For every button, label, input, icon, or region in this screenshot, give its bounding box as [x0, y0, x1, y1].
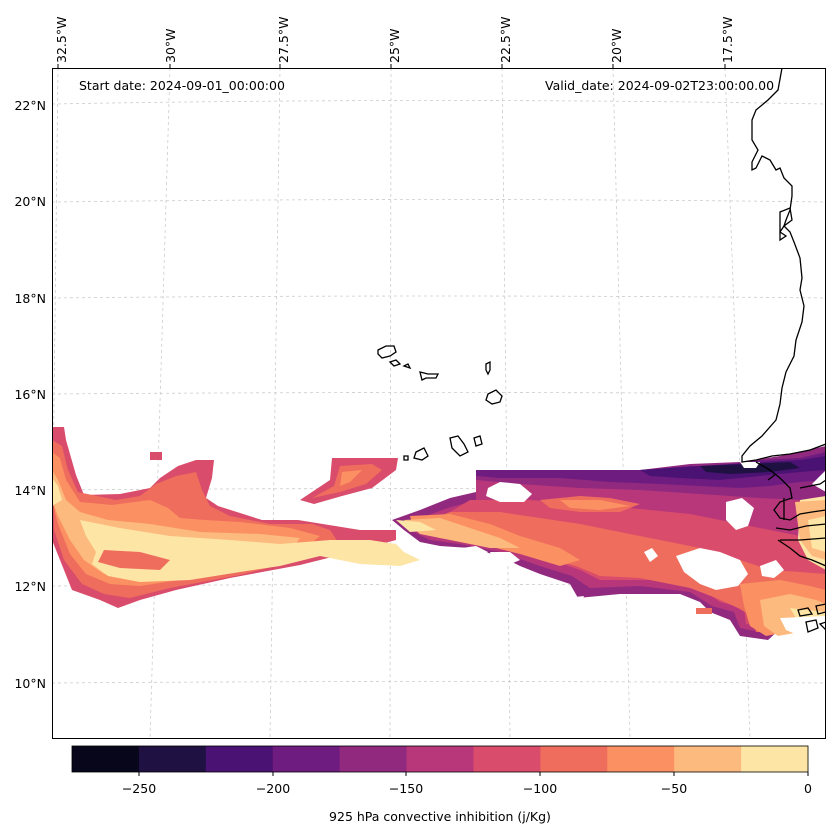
colorbar-swatch	[741, 746, 809, 772]
lat-label-20n: 20°N	[14, 194, 46, 209]
inland-border	[767, 473, 826, 541]
lat-label-12n: 12°N	[14, 579, 46, 594]
coastlines	[377, 68, 826, 633]
fogo	[413, 447, 429, 461]
colorbar-tick-label: −100	[522, 781, 558, 796]
colorbar-swatch	[473, 746, 541, 772]
coastal-detail	[779, 207, 793, 242]
colorbar-tick-label: −250	[121, 781, 157, 796]
guinea-bissau-coast	[777, 539, 826, 567]
gambia-border	[775, 523, 826, 531]
sao-vicente	[388, 359, 402, 367]
sal	[485, 360, 491, 376]
colorbar-tick-label: −150	[388, 781, 424, 796]
brava	[403, 455, 409, 461]
santo-antao	[377, 345, 397, 359]
no-data-holes	[462, 462, 826, 636]
colorbar-swatch	[205, 746, 274, 772]
colorbar-swatch	[339, 746, 408, 772]
map-content	[52, 68, 826, 738]
maio	[473, 435, 483, 447]
colorbar-ticks	[138, 772, 809, 776]
gridlines	[52, 68, 826, 738]
colorbar-swatch	[674, 746, 742, 772]
colorbar-swatch	[72, 746, 140, 772]
lat-label-10n: 10°N	[14, 676, 46, 691]
valid-date-label: Valid_date: 2024-09-02T23:00:00.00	[545, 78, 775, 93]
colorbar-swatch	[406, 746, 474, 772]
sao-nicolau	[419, 371, 440, 381]
colorbar-swatch	[607, 746, 675, 772]
colorbar-swatch	[272, 746, 341, 772]
santiago	[449, 435, 469, 457]
colorbar-tick-label: −50	[660, 781, 688, 796]
africa-coastline	[741, 68, 826, 463]
colorbar-swatch	[138, 746, 207, 772]
santa-luzia	[402, 363, 412, 370]
lat-label-22n: 22°N	[14, 98, 46, 113]
colorbar-tick-label: −200	[255, 781, 291, 796]
lat-label-14n: 14°N	[14, 483, 46, 498]
boa-vista	[485, 389, 503, 405]
cin-contours-west	[52, 427, 420, 608]
colorbar-tick-label: 0	[804, 781, 812, 796]
lon-ticks	[57, 64, 726, 68]
colorbar	[71, 745, 809, 776]
map-frame	[52, 68, 826, 739]
bissagos-islands	[797, 603, 826, 633]
lat-label-18n: 18°N	[14, 291, 46, 306]
senegal-coast	[755, 461, 826, 521]
colorbar-swatches	[72, 746, 809, 772]
colorbar-title: 925 hPa convective inhibition (j/Kg)	[329, 809, 551, 824]
colorbar-swatch	[540, 746, 608, 772]
lat-label-16n: 16°N	[14, 387, 46, 402]
start-date-label: Start date: 2024-09-01_00:00:00	[79, 78, 285, 93]
cin-contours-east	[392, 446, 826, 640]
colorbar-frame	[71, 745, 809, 773]
